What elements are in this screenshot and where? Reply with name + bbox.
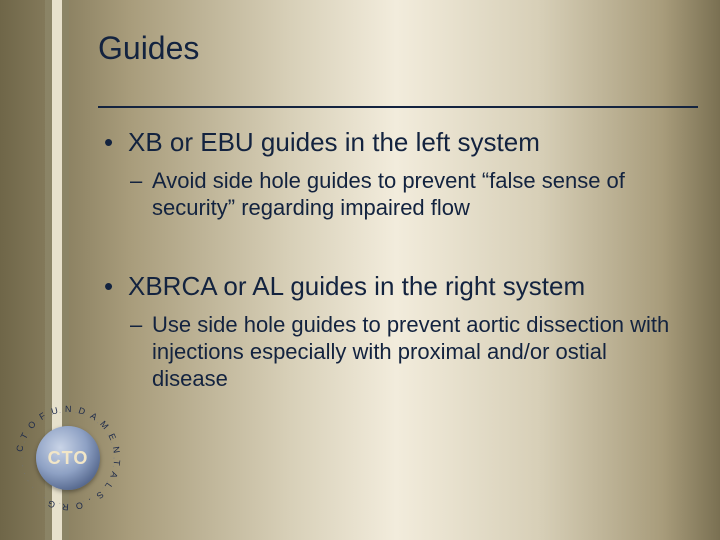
logo-center-text: CTO <box>48 448 89 469</box>
bullet-level-1: XBRCA or AL guides in the right system <box>98 271 688 302</box>
logo-inner-circle: CTO <box>36 426 100 490</box>
bullet-level-1: XB or EBU guides in the left system <box>98 127 688 158</box>
bullet-level-2: Use side hole guides to prevent aortic d… <box>98 312 688 392</box>
slide-content: Guides XB or EBU guides in the left syst… <box>98 30 688 420</box>
slide-title: Guides <box>98 30 688 67</box>
cto-logo: C T O F U N D A M E N T A L S . O R G CT… <box>14 404 122 512</box>
title-underline <box>98 106 698 108</box>
bullet-level-2: Avoid side hole guides to prevent “false… <box>98 168 688 222</box>
bullet-list: XB or EBU guides in the left system Avoi… <box>98 127 688 392</box>
bullet-gap <box>98 249 688 271</box>
